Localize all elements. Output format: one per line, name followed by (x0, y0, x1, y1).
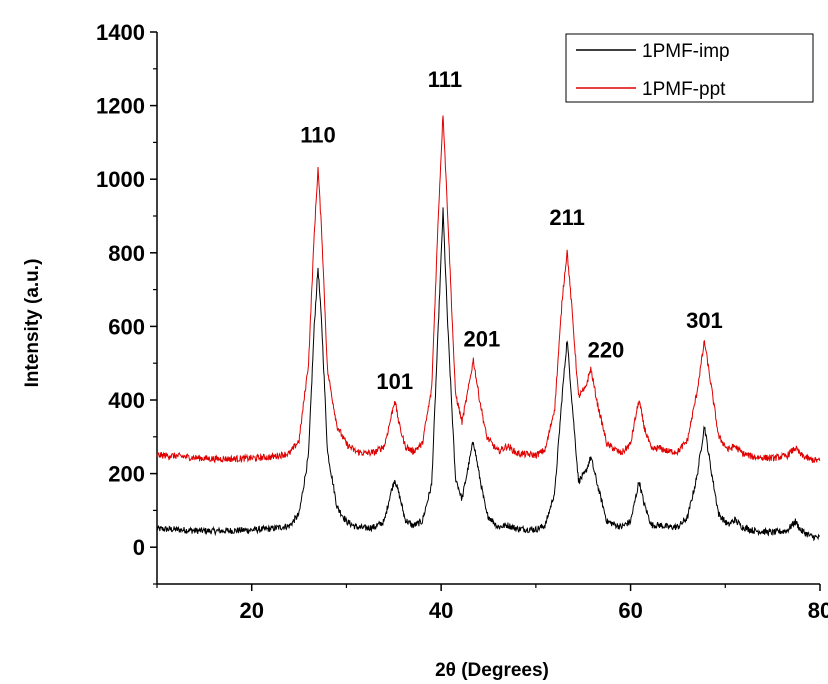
y-tick-label: 1400 (96, 20, 145, 45)
peak-label-201: 201 (464, 327, 501, 352)
y-tick-label: 800 (108, 241, 145, 266)
peak-label-211: 211 (549, 205, 585, 230)
y-tick-label: 200 (108, 462, 145, 487)
peak-label-110: 110 (300, 122, 336, 147)
peak-label-220: 220 (588, 338, 625, 363)
legend-label-ppt: 1PMF-ppt (642, 79, 726, 100)
x-tick-label: 80 (808, 598, 828, 623)
series-line-imp (156, 207, 821, 542)
x-tick-label: 60 (618, 598, 642, 623)
x-tick-label: 20 (239, 598, 263, 623)
axes-layer: 0 200 400 600 800 1000 1200 1400 20 40 60 80 (96, 20, 828, 623)
y-tick-label: 1000 (96, 167, 145, 192)
x-axis-title: 2θ (Degrees) (435, 660, 549, 681)
peak-label-301: 301 (686, 308, 723, 333)
legend-box (565, 33, 814, 103)
legend-label-imp: 1PMF-imp (642, 41, 730, 62)
y-tick-label: 0 (133, 535, 145, 560)
y-tick-label: 400 (108, 388, 145, 413)
series-layer (156, 115, 821, 542)
series-line-ppt (156, 115, 821, 464)
annotation-layer: 110 101 111 201 211 220 301 (300, 67, 723, 394)
peak-label-111: 111 (428, 67, 462, 92)
legend: 1PMF-imp 1PMF-ppt (565, 33, 814, 103)
peak-label-101: 101 (376, 369, 413, 394)
plot-frame (156, 32, 820, 585)
y-tick-label: 1200 (96, 94, 145, 119)
x-tick-label: 40 (429, 598, 453, 623)
y-axis-title: Intensity (a.u.) (22, 259, 43, 388)
y-tick-label: 600 (108, 314, 145, 339)
